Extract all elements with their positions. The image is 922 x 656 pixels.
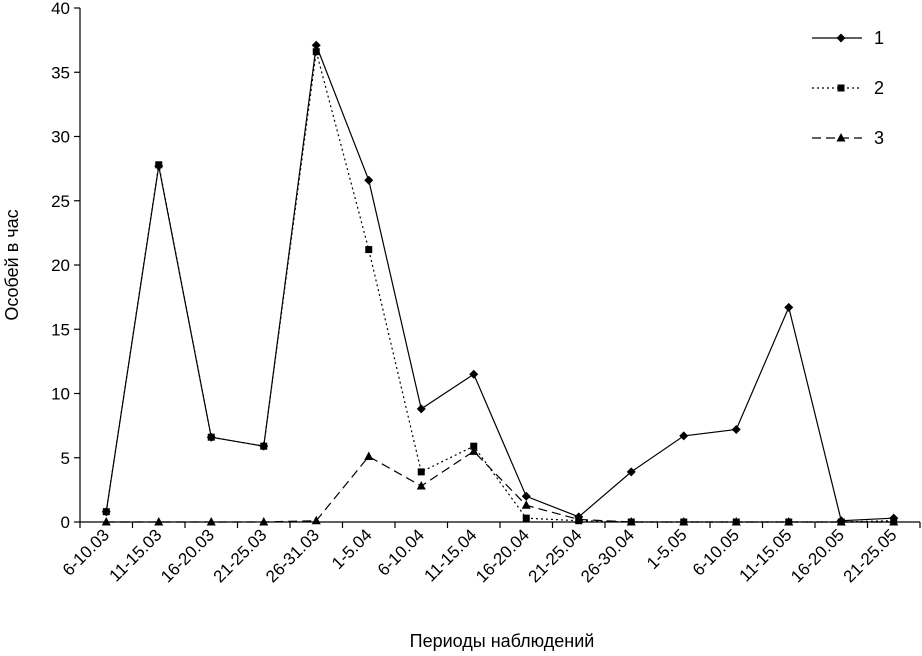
series-line-2 (105, 51, 894, 523)
axes (79, 8, 920, 523)
data-point (417, 468, 425, 476)
x-tick-label: 16-20.05 (787, 525, 848, 586)
data-point (679, 431, 689, 441)
x-tick-label: 16-20.04 (472, 525, 533, 586)
data-point (155, 161, 163, 169)
data-point (731, 517, 741, 526)
data-point (312, 48, 320, 56)
data-point (784, 517, 794, 526)
x-tick-label: 21-25.03 (210, 525, 271, 586)
x-tick-label: 11-15.04 (421, 525, 481, 585)
x-tick-label: 16-20.03 (157, 525, 218, 586)
data-point (416, 404, 426, 414)
data-point (889, 517, 899, 526)
data-point (521, 500, 531, 509)
data-point (102, 508, 110, 516)
x-tick-label: 21-25.04 (525, 525, 586, 586)
data-point (836, 517, 846, 526)
legend-marker (836, 133, 846, 142)
x-tick-label: 26-30.04 (577, 525, 638, 586)
x-tick-label: 11-15.05 (736, 525, 796, 585)
y-tick-label: 10 (51, 385, 70, 404)
data-point (154, 517, 164, 526)
data-point (207, 433, 215, 441)
legend-item-1: 1 (812, 28, 884, 48)
data-point (469, 446, 479, 455)
series-2 (102, 48, 898, 526)
x-tick-label: 1-5.05 (643, 525, 691, 573)
data-point (101, 517, 111, 526)
x-tick-label: 21-25.05 (840, 525, 901, 586)
series-line-1 (105, 45, 894, 522)
data-point (364, 175, 374, 185)
data-point (364, 451, 374, 460)
data-point (416, 481, 426, 490)
legend-marker (836, 33, 846, 43)
x-tick-label: 26-31.03 (262, 525, 323, 586)
data-point (574, 514, 584, 523)
data-point (259, 517, 269, 526)
y-axis-title: Особей в час (2, 209, 22, 320)
y-tick-label: 5 (61, 449, 70, 468)
data-point (521, 491, 531, 501)
data-point (626, 467, 636, 477)
data-point (311, 515, 321, 525)
x-axis-title: Периоды наблюдений (410, 631, 595, 651)
data-point (731, 424, 741, 434)
y-tick-label: 40 (51, 0, 70, 18)
x-tick-label: 1-5.04 (328, 525, 376, 573)
x-tick-label: 11-15.03 (106, 525, 166, 585)
y-tick-label: 0 (61, 513, 70, 532)
y-tick-label: 30 (51, 128, 70, 147)
data-point (206, 517, 216, 526)
y-tick-label: 25 (51, 192, 70, 211)
data-point (365, 246, 373, 254)
data-point (260, 442, 268, 450)
legend-item-3: 3 (812, 128, 884, 148)
y-tick-label: 35 (51, 63, 70, 82)
y-tick-label: 20 (51, 256, 70, 275)
series-layer (101, 40, 899, 526)
data-point (311, 40, 321, 50)
series-1 (101, 40, 899, 526)
legend-marker (837, 84, 845, 92)
series-line-3 (106, 450, 894, 523)
data-point (679, 517, 689, 526)
data-point (626, 517, 636, 526)
y-ticks: 0 5 10 15 20 25 30 35 40 (51, 0, 80, 532)
legend-label: 3 (874, 128, 884, 148)
legend-label: 2 (874, 78, 884, 98)
series-3 (101, 446, 899, 526)
legend: 1 2 3 (812, 28, 884, 148)
y-tick-label: 15 (51, 320, 70, 339)
data-point (470, 442, 478, 450)
legend-item-2: 2 (812, 78, 884, 98)
data-point (784, 302, 794, 312)
data-point (469, 369, 479, 379)
legend-label: 1 (874, 28, 884, 48)
data-point (522, 514, 530, 522)
